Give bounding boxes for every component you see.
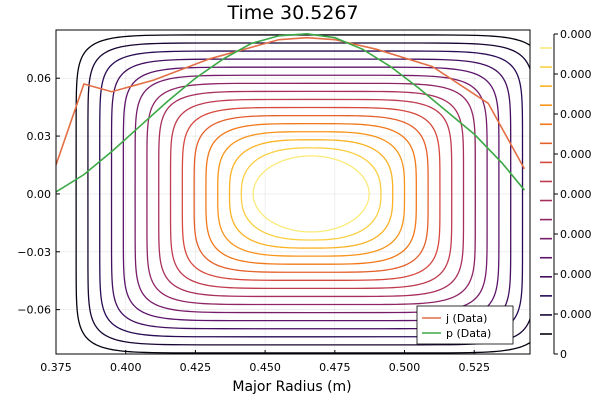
contour-line xyxy=(146,82,476,306)
series-line-p xyxy=(56,33,526,193)
x-tick-label: 0.450 xyxy=(249,361,281,374)
y-tick-label: 0.00 xyxy=(27,188,52,201)
series-group xyxy=(56,33,526,193)
contour-group xyxy=(75,34,530,354)
colorbar-tick-label: 0.000 xyxy=(560,308,592,321)
legend-label-p: p (Data) xyxy=(446,327,491,340)
colorbar-tick-label: 0 xyxy=(560,348,567,361)
contour-line xyxy=(193,114,429,273)
x-tick-label: 0.525 xyxy=(458,361,490,374)
x-tick-label: 0.500 xyxy=(389,361,421,374)
contour-line xyxy=(217,131,406,257)
legend-label-j: j (Data) xyxy=(445,312,487,325)
colorbar-tick-label: 0.000 xyxy=(560,108,592,121)
legend-box xyxy=(416,305,514,345)
contour-line xyxy=(205,123,417,265)
y-tick-label: 0.06 xyxy=(27,72,52,85)
contour-line xyxy=(181,106,441,281)
legend: j (Data) p (Data) xyxy=(416,305,514,345)
colorbar-tick-label: 0.000 xyxy=(560,148,592,161)
plot-area: 0.375 0.400 0.425 0.450 0.475 0.500 0.525 −0.06… xyxy=(17,29,531,374)
colorbar-tick-label: 0.000 xyxy=(560,188,592,201)
series-line-j xyxy=(56,36,526,170)
y-tick-label: −0.06 xyxy=(17,304,51,317)
x-tick-label: 0.425 xyxy=(180,361,212,374)
chart-title: Time 30.5267 xyxy=(226,2,358,24)
contour-line xyxy=(75,34,530,354)
x-tick-label: 0.400 xyxy=(110,361,142,374)
contour-line xyxy=(252,155,370,233)
x-tick-label: 0.475 xyxy=(319,361,351,374)
x-tick-label: 0.375 xyxy=(40,361,72,374)
colorbar: 0.000 0.000 0.000 0.000 0.000 0.000 0.000 0.000… xyxy=(540,28,592,361)
y-tick-label: 0.03 xyxy=(27,130,52,143)
plot-border xyxy=(55,29,531,355)
colorbar-tick-label: 0.000 xyxy=(560,268,592,281)
contour-line xyxy=(228,139,394,249)
colorbar-tick-label: 0.000 xyxy=(560,228,592,241)
colorbar-tick-label: 0.000 xyxy=(560,68,592,81)
y-tick-label: −0.03 xyxy=(17,246,51,259)
x-axis-label: Major Radius (m) xyxy=(232,379,351,395)
contour-line xyxy=(169,98,453,290)
contour-line xyxy=(240,147,382,241)
contour-line xyxy=(158,90,465,298)
colorbar-tick-label: 0.000 xyxy=(560,28,592,41)
